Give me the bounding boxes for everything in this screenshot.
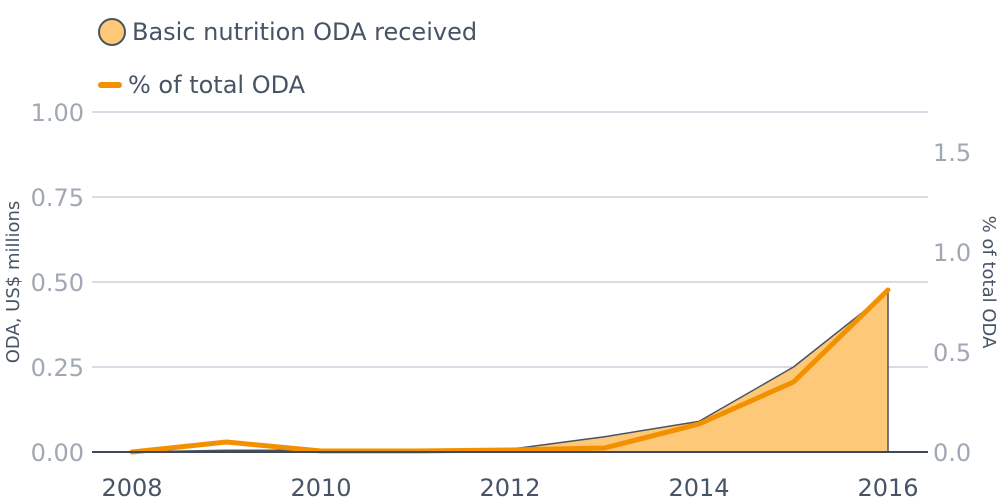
legend-swatch-area: [98, 18, 126, 46]
area-layer: [131, 291, 889, 453]
x-tick-label: 2012: [479, 474, 540, 500]
y2-tick-label: 1.5: [933, 139, 971, 167]
legend-label-area: Basic nutrition ODA received: [132, 18, 478, 46]
legend-label-line: % of total ODA: [128, 71, 306, 99]
y-tick-label: 0.25: [31, 354, 84, 382]
legend-item-line: % of total ODA: [98, 71, 305, 99]
legend-swatch-line: [98, 82, 122, 88]
y2-axis-title: % of total ODA: [978, 216, 999, 349]
y-tick-label: 0.75: [31, 184, 84, 212]
y2-tick-label: 1.0: [933, 239, 971, 267]
axes: 0.00 0.25 0.50 0.75 1.00 0.0 0.5 1.0 1.5 2008 2010…: [31, 99, 972, 500]
x-tick-label: 2014: [668, 474, 729, 500]
series-line-pct-total-oda: [129, 287, 891, 455]
line-layer: [129, 287, 891, 455]
legend-item-area: Basic nutrition ODA received: [98, 18, 477, 46]
x-tick-label: 2010: [290, 474, 351, 500]
grid: [92, 111, 928, 368]
y-tick-label: 0.00: [31, 439, 84, 467]
x-tick-label: 2008: [101, 474, 162, 500]
series-area-basic-nutrition: [131, 291, 889, 453]
y2-tick-label: 0.0: [933, 439, 971, 467]
x-tick-label: 2016: [857, 474, 918, 500]
y2-tick-label: 0.5: [933, 339, 971, 367]
y-axis-title: ODA, US$ millions: [3, 201, 24, 364]
y-tick-label: 1.00: [31, 99, 84, 127]
y-tick-label: 0.50: [31, 269, 84, 297]
